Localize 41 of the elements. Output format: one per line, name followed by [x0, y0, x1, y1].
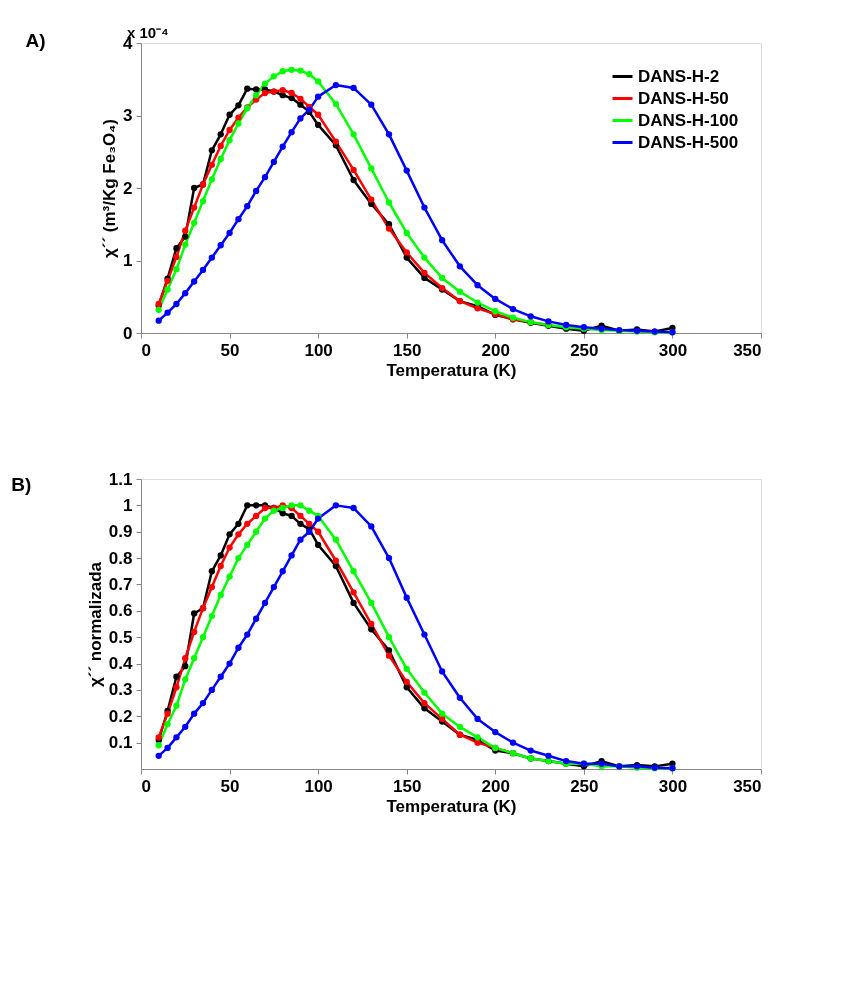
x-tick-label: 150 — [393, 340, 422, 360]
legend-label: DANS-H-50 — [638, 88, 729, 108]
x-tick-label: 350 — [733, 776, 762, 796]
x-tick-label: 50 — [220, 776, 240, 796]
y-tick-label: 0.1 — [108, 733, 133, 753]
y-tick-label: 0 — [123, 323, 133, 343]
x-axis-title: Temperatura (K) — [386, 360, 517, 380]
y-tick-label: 2 — [123, 178, 133, 198]
y-tick-label: 0.2 — [108, 706, 133, 726]
y-tick-label: 1 — [123, 251, 133, 270]
y-tick-label: 0.6 — [108, 601, 133, 621]
y-tick-label: 0.7 — [108, 574, 133, 594]
chart-title: B) — [11, 474, 32, 495]
y-tick-label: 0.4 — [108, 654, 134, 674]
x-tick-label: 350 — [733, 340, 762, 360]
y-axis-title: χ´´ normalizada — [85, 561, 105, 688]
y-tick-label: 3 — [123, 106, 133, 125]
legend-label: DANS-H-2 — [638, 66, 720, 86]
y-tick-label: 1 — [123, 495, 133, 515]
x-tick-label: 0 — [141, 340, 151, 360]
y-axis-title: χ´´ (m³/Kg Fe₃O₄) — [100, 118, 120, 259]
x-tick-label: 0 — [141, 776, 151, 796]
x-tick-label: 100 — [304, 776, 333, 796]
x-tick-label: 250 — [570, 776, 599, 796]
x-tick-label: 200 — [481, 340, 510, 360]
y-tick-label: 0.5 — [108, 627, 133, 647]
y-tick-label: 0.9 — [108, 522, 133, 542]
y-tick-label: 0.8 — [108, 548, 133, 568]
y-tick-label: 1.1 — [108, 469, 133, 489]
x-tick-label: 300 — [658, 340, 688, 360]
x-tick-label: 200 — [481, 776, 510, 796]
x-tick-label: 50 — [220, 340, 240, 360]
x-tick-label: 100 — [304, 340, 333, 360]
x-tick-label: 150 — [393, 776, 422, 796]
chart-title: A) — [25, 30, 46, 51]
x-tick-label: 300 — [658, 776, 688, 796]
x-axis-title: Temperatura (K) — [386, 796, 517, 816]
legend-label: DANS-H-100 — [638, 110, 739, 130]
legend-label: DANS-H-500 — [638, 132, 739, 152]
y-tick-label: 0.3 — [108, 680, 133, 700]
x-tick-label: 250 — [570, 340, 599, 360]
